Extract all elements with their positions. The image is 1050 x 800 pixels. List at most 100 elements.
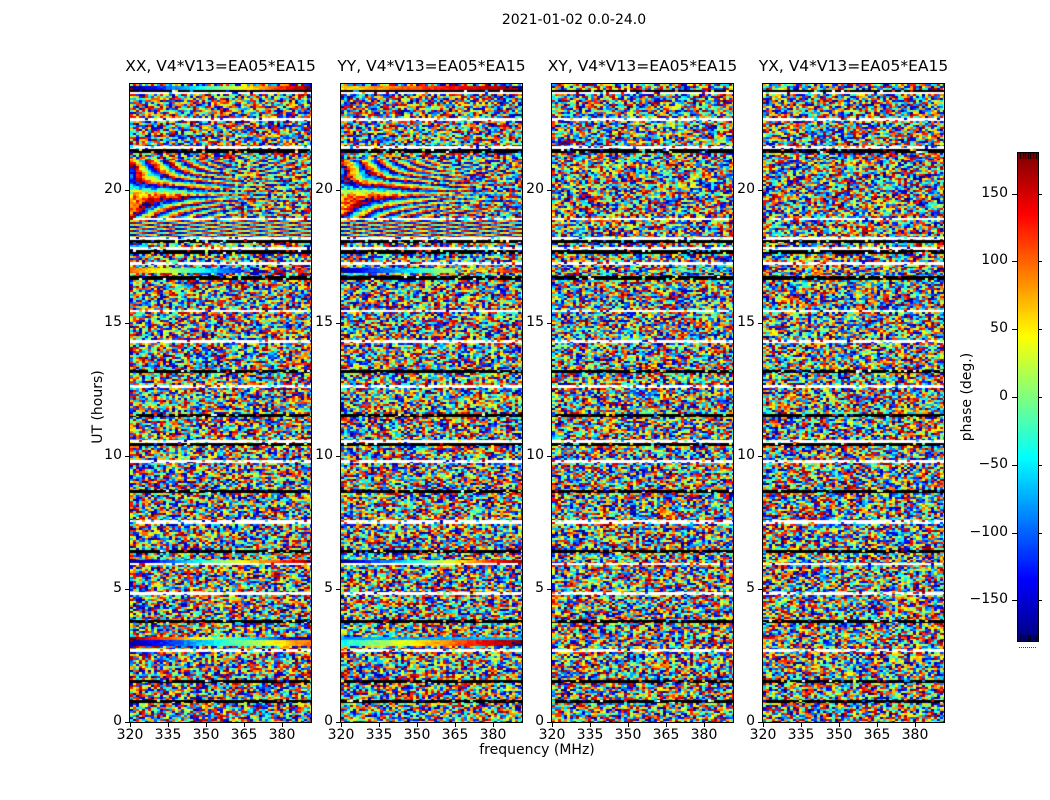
x-tick-label: 335	[787, 727, 815, 743]
y-tick-label: 15	[315, 314, 333, 331]
y-tick-label: 5	[746, 580, 755, 597]
colorbar-tick-mark	[1012, 600, 1017, 602]
x-tick-mark	[417, 723, 418, 727]
colorbar-tick-mark	[1038, 261, 1042, 263]
x-tick-mark	[282, 723, 283, 727]
x-tick-label: 380	[690, 727, 718, 743]
y-tick-mark	[758, 190, 762, 192]
colorbar-tick-mark	[1038, 532, 1042, 534]
x-tick-mark	[763, 723, 764, 727]
x-tick-label: 380	[268, 727, 296, 743]
x-tick-mark	[130, 723, 131, 727]
y-tick-mark	[547, 190, 551, 192]
colorbar-tick-label: 0	[999, 388, 1008, 404]
x-tick-label: 365	[652, 727, 680, 743]
y-tick-label: 20	[737, 181, 755, 198]
colorbar-tick-mark	[1012, 532, 1017, 534]
y-tick-mark	[336, 323, 340, 325]
y-tick-label: 5	[324, 580, 333, 597]
x-tick-mark	[666, 723, 667, 727]
x-tick-label: 365	[230, 727, 258, 743]
x-tick-mark	[168, 723, 169, 727]
x-tick-mark	[244, 723, 245, 727]
heatmap-panel-yx	[762, 83, 945, 723]
y-tick-label: 5	[113, 580, 122, 597]
x-tick-mark	[455, 723, 456, 727]
y-tick-label: 0	[535, 713, 544, 729]
colorbar-tick-mark	[1012, 464, 1017, 466]
y-tick-label: 0	[746, 713, 755, 729]
y-tick-mark	[547, 456, 551, 458]
heatmap-canvas-yy	[341, 84, 522, 722]
colorbar-tick-mark	[1038, 600, 1042, 602]
x-tick-label: 380	[479, 727, 507, 743]
heatmap-panel-yy	[340, 83, 523, 723]
panel-title-xy: XY, V4*V13=EA05*EA15	[547, 57, 738, 75]
y-tick-label: 15	[526, 314, 544, 331]
y-tick-label: 15	[737, 314, 755, 331]
y-tick-mark	[125, 589, 129, 591]
y-tick-label: 10	[526, 447, 544, 464]
y-tick-mark	[125, 722, 129, 723]
y-tick-label: 0	[324, 713, 333, 729]
colorbar-tick-mark	[1038, 193, 1042, 195]
heatmap-canvas-xx	[130, 84, 311, 722]
colorbar-axis-label: phase (deg.)	[959, 352, 975, 442]
y-tick-mark	[125, 190, 129, 192]
y-tick-label: 10	[315, 447, 333, 464]
x-tick-mark	[877, 723, 878, 727]
colorbar-tick-mark	[1012, 329, 1017, 331]
colorbar-tick-label: −100	[969, 523, 1008, 540]
y-tick-mark	[336, 722, 340, 723]
y-tick-mark	[125, 456, 129, 458]
x-tick-label: 350	[614, 727, 642, 743]
colorbar-tick-label: 100	[981, 252, 1008, 269]
y-tick-mark	[125, 323, 129, 325]
x-tick-mark	[590, 723, 591, 727]
x-tick-mark	[341, 723, 342, 727]
x-tick-mark	[801, 723, 802, 727]
figure-title: 2021-01-02 0.0-24.0	[501, 12, 647, 28]
x-tick-mark	[493, 723, 494, 727]
x-tick-mark	[552, 723, 553, 727]
y-tick-mark	[758, 456, 762, 458]
colorbar-tick-mark	[1012, 397, 1017, 398]
panel-title-yy: YY, V4*V13=EA05*EA15	[337, 57, 526, 75]
y-tick-mark	[547, 323, 551, 325]
colorbar-tick-mark	[1012, 193, 1017, 195]
heatmap-canvas-yx	[763, 84, 944, 722]
y-tick-label: 20	[526, 181, 544, 198]
heatmap-canvas-xy	[552, 84, 733, 722]
colorbar-tick-mark	[1012, 261, 1017, 263]
x-tick-label: 365	[863, 727, 891, 743]
x-tick-mark	[628, 723, 629, 727]
y-tick-mark	[547, 589, 551, 591]
x-tick-label: 335	[365, 727, 393, 743]
y-tick-label: 15	[104, 314, 122, 331]
y-tick-label: 20	[104, 181, 122, 198]
y-tick-label: 10	[737, 447, 755, 464]
y-tick-mark	[336, 456, 340, 458]
x-tick-mark	[839, 723, 840, 727]
x-tick-label: 320	[538, 727, 566, 743]
x-tick-label: 350	[403, 727, 431, 743]
colorbar-tick-mark	[1038, 397, 1042, 398]
y-tick-mark	[758, 323, 762, 325]
x-tick-label: 380	[901, 727, 929, 743]
colorbar-dotted-edge	[1019, 647, 1036, 648]
y-axis-label: UT (hours)	[90, 370, 106, 444]
x-tick-label: 320	[327, 727, 355, 743]
x-tick-label: 350	[192, 727, 220, 743]
y-tick-mark	[758, 722, 762, 723]
y-tick-mark	[547, 722, 551, 723]
y-tick-mark	[336, 190, 340, 192]
x-tick-mark	[704, 723, 705, 727]
colorbar-canvas	[1018, 153, 1038, 641]
colorbar-tick-mark	[1038, 329, 1042, 331]
heatmap-panel-xy	[551, 83, 734, 723]
x-tick-label: 320	[749, 727, 777, 743]
colorbar-tick-mark	[1038, 464, 1042, 466]
y-tick-label: 0	[113, 713, 122, 729]
x-tick-label: 365	[441, 727, 469, 743]
